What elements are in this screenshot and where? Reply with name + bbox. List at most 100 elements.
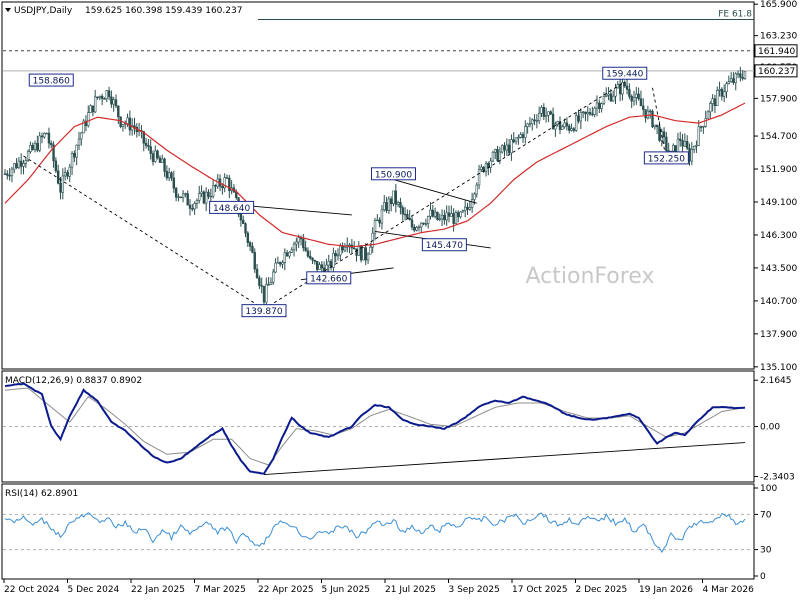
macd-label: MACD(12,26,9) 0.8837 0.8902: [5, 376, 142, 386]
rsi-tick-label: 0: [760, 572, 766, 582]
candle-body: [743, 71, 747, 79]
candle-body: [47, 132, 51, 144]
candle-body: [52, 144, 55, 162]
candle-body: [406, 214, 409, 219]
candle-body: [244, 223, 247, 234]
candle-body: [637, 93, 640, 100]
rsi-tick-label: 70: [760, 510, 772, 520]
candle-body: [339, 245, 342, 256]
candle-body: [653, 124, 657, 128]
candle-body: [40, 135, 44, 138]
candle-body: [77, 138, 81, 146]
candle-body: [586, 112, 589, 115]
candle-body: [699, 126, 703, 128]
candle-body: [394, 190, 398, 205]
candle-body: [473, 193, 476, 200]
candle-body: [544, 114, 548, 117]
candle-body: [600, 103, 603, 109]
candle-body: [524, 126, 527, 138]
candle-body: [734, 73, 737, 83]
x-tick-label: 22 Jan 2025: [131, 585, 185, 595]
candle-body: [364, 247, 367, 261]
candle-body: [207, 191, 210, 197]
candle-body: [36, 143, 39, 151]
candle-body: [424, 223, 428, 225]
candle-body: [503, 145, 506, 151]
candle-body: [570, 128, 573, 131]
candle-body: [470, 199, 474, 208]
price-annotation-box: [602, 66, 648, 80]
candle-body: [235, 191, 238, 198]
candle-body: [468, 207, 472, 210]
candle-body: [461, 210, 465, 213]
candle-body: [500, 145, 504, 153]
current-price-label: 160.237: [758, 67, 795, 77]
candle-body: [711, 98, 714, 104]
candle-body: [15, 163, 18, 168]
chart-header: USDJPY,Daily 159.625 160.398 159.439 160…: [5, 6, 242, 16]
candle-body: [422, 222, 425, 225]
candle-body: [10, 168, 14, 177]
candle-body: [98, 95, 102, 98]
candle-body: [487, 163, 490, 168]
candle-body: [440, 214, 444, 220]
price-annotation-label: 150.900: [375, 170, 412, 180]
candle-body: [311, 257, 314, 261]
candle-body: [658, 126, 661, 141]
candle-body: [281, 262, 284, 265]
candle-body: [466, 206, 469, 210]
candle-body: [690, 149, 694, 162]
candle-body: [602, 96, 606, 104]
rsi-label: RSI(14) 62.8901: [5, 489, 78, 499]
candle-body: [211, 185, 215, 197]
candle-body: [369, 246, 372, 255]
candle-body: [410, 219, 414, 228]
x-tick-label: 2 Dec 2025: [576, 585, 628, 595]
candle-body: [561, 126, 564, 130]
candle-body: [722, 91, 726, 97]
candle-body: [154, 150, 157, 162]
candle-body: [362, 247, 365, 261]
candle-body: [6, 173, 9, 176]
candle-body: [80, 132, 83, 140]
candle-body: [290, 249, 293, 253]
candle-body: [413, 226, 416, 231]
candle-body: [107, 90, 111, 98]
candle-body: [482, 166, 485, 172]
candle-body: [528, 123, 532, 125]
candle-body: [181, 193, 185, 199]
candle-body: [255, 268, 259, 279]
candle-body: [665, 136, 668, 152]
candle-body: [581, 111, 585, 114]
symbol-dropdown-icon[interactable]: [5, 8, 11, 12]
candle-body: [265, 284, 268, 303]
price-tick-label: 140.700: [760, 297, 797, 307]
candle-body: [3, 173, 7, 175]
price-tick-label: 143.500: [760, 264, 797, 274]
candle-body: [373, 220, 377, 234]
candle-body: [630, 96, 633, 102]
candle-body: [605, 94, 608, 97]
candle-body: [158, 157, 162, 163]
level-price-label: 161.940: [758, 47, 795, 57]
candle-body: [318, 264, 321, 270]
candle-body: [292, 243, 296, 251]
price-annotation-box: [209, 200, 255, 214]
candle-body: [278, 262, 282, 265]
candle-body: [165, 171, 169, 179]
candle-body: [579, 112, 583, 122]
candle-body: [531, 119, 534, 124]
candle-body: [697, 126, 700, 146]
candle-body: [50, 142, 53, 146]
candle-body: [507, 144, 511, 154]
candle-body: [272, 271, 275, 283]
candle-body: [639, 98, 643, 107]
candle-body: [82, 120, 85, 134]
candle-body: [540, 106, 543, 114]
candle-body: [26, 151, 30, 161]
candle-body: [542, 106, 546, 117]
price-annotation-label: 159.440: [606, 70, 643, 80]
price-annotation-label: 148.640: [213, 204, 250, 214]
macd-line: [4, 382, 746, 475]
candle-body: [332, 253, 335, 268]
